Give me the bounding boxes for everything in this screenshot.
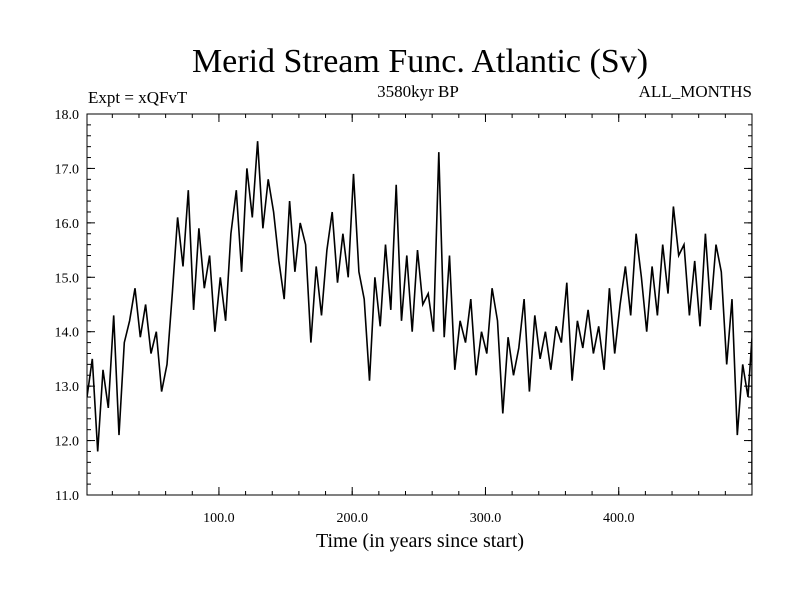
experiment-label: Expt = xQFvT bbox=[88, 88, 188, 107]
y-tick-label: 14.0 bbox=[55, 326, 80, 341]
chart-title: Merid Stream Func. Atlantic (Sv) bbox=[192, 43, 648, 80]
months-label: ALL_MONTHS bbox=[639, 82, 752, 101]
y-tick-label: 17.0 bbox=[55, 162, 80, 177]
y-tick-label: 13.0 bbox=[55, 380, 80, 395]
series-line bbox=[87, 141, 752, 485]
period-label: 3580kyr BP bbox=[377, 82, 459, 101]
x-axis-title: Time (in years since start) bbox=[316, 530, 524, 552]
x-tick-label: 300.0 bbox=[470, 511, 502, 526]
y-tick-label: 12.0 bbox=[55, 435, 80, 450]
y-tick-label: 15.0 bbox=[55, 271, 80, 286]
y-tick-label: 11.0 bbox=[55, 489, 79, 504]
y-tick-label: 18.0 bbox=[55, 108, 80, 123]
y-tick-label: 16.0 bbox=[55, 217, 80, 232]
x-tick-label: 400.0 bbox=[603, 511, 635, 526]
x-tick-label: 100.0 bbox=[203, 511, 235, 526]
plot-frame bbox=[86, 113, 753, 496]
x-tick-label: 200.0 bbox=[336, 511, 368, 526]
